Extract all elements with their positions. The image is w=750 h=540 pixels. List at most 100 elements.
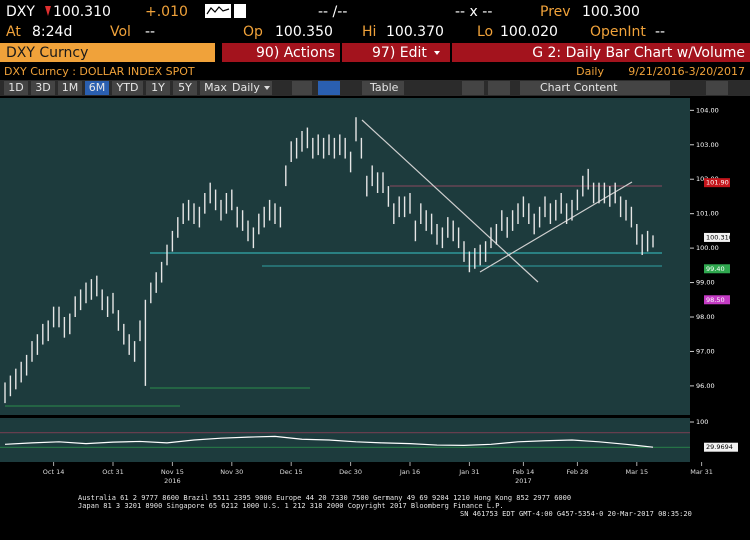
y-tick-label: 104.00 (696, 106, 719, 114)
bid-ask: -- /-- (318, 4, 347, 20)
tool-icon[interactable] (318, 81, 340, 95)
range-label: Max (204, 81, 227, 94)
low: 100.020 (500, 24, 558, 40)
year-label: 2016 (164, 477, 181, 485)
x-tick-label: Mar 31 (690, 468, 713, 476)
sparkline-icon[interactable] (205, 4, 231, 18)
price-label: 101.90 (706, 179, 729, 187)
range-label: 3D (35, 81, 50, 94)
right-axis (690, 98, 750, 415)
actions-button[interactable] (222, 43, 340, 62)
price-label: 100.310 (706, 233, 733, 241)
change: +.010 (145, 4, 188, 20)
view-bar (452, 43, 750, 62)
range-button[interactable] (146, 81, 170, 95)
scroll-left[interactable] (462, 81, 484, 95)
range-label: 5Y (178, 81, 192, 94)
x-tick-label: Jan 16 (399, 468, 420, 476)
at-label: At (6, 24, 21, 40)
range-button[interactable] (200, 81, 231, 95)
y-tick-label: 98.00 (696, 313, 715, 321)
chart-content-button[interactable] (520, 81, 670, 95)
range-button[interactable] (4, 81, 28, 95)
range-label: 1Y (151, 81, 165, 94)
last-price: 100.310 (53, 4, 111, 20)
prev: 100.300 (582, 4, 640, 20)
actions: 90) Actions (256, 45, 335, 61)
ticker: DXY (6, 4, 35, 20)
tool-icon[interactable] (292, 81, 312, 95)
high: 100.370 (386, 24, 444, 40)
x-tick-label: Mar 15 (625, 468, 648, 476)
oscillator-panel (0, 418, 690, 462)
open: 100.350 (275, 24, 333, 40)
high-label: Hi (362, 24, 376, 40)
date-range: 9/21/2016-3/20/2017 (628, 65, 745, 78)
x-tick-label: Jan 31 (458, 468, 479, 476)
osc-tick-label: 100 (696, 418, 708, 426)
table: Table (369, 81, 399, 94)
x-tick-label: Oct 31 (102, 468, 124, 476)
trend-line (479, 181, 633, 273)
settings-button[interactable] (706, 81, 728, 95)
footer-line: SN 461753 EDT GMT-4:00 G457-5354-0 20-Ma… (460, 510, 692, 518)
dropdown-arrow (264, 86, 270, 90)
oscillator-axis (690, 418, 750, 462)
price-label-box (704, 178, 730, 188)
y-tick-label: 100.00 (696, 244, 719, 252)
oi: -- (655, 24, 665, 40)
sparkline (206, 6, 230, 15)
price-label-box (704, 232, 730, 242)
size: -- x -- (455, 4, 492, 20)
range-button[interactable] (173, 81, 197, 95)
frequency: Daily (232, 81, 260, 94)
osc-value-box (704, 442, 738, 452)
y-tick-label: 96.00 (696, 382, 715, 390)
x-tick-label: Nov 30 (220, 468, 243, 476)
x-tick-label: Feb 14 (512, 468, 534, 476)
price-label: 99.40 (706, 265, 725, 273)
range-label: 1M (62, 81, 79, 94)
year-label: 2017 (515, 477, 532, 485)
vol-label: Vol (110, 24, 131, 40)
security: DXY Curncy (6, 45, 88, 61)
edit: 97) Edit (372, 45, 427, 61)
footer: Australia 61 2 9777 8600 Brazil 5511 239… (78, 494, 692, 518)
range-label: YTD (116, 81, 139, 94)
range-label: 1D (8, 81, 23, 94)
chart-icon[interactable] (234, 4, 246, 18)
y-tick-label: 99.00 (696, 279, 715, 287)
open-label: Op (243, 24, 263, 40)
y-tick-label: 103.00 (696, 141, 719, 149)
price-label-box (704, 264, 730, 274)
osc-value-label: 29.9694 (706, 443, 733, 451)
security-box[interactable] (0, 43, 215, 62)
time: 8:24d (32, 24, 72, 40)
frequency-button[interactable] (228, 81, 272, 95)
range-button[interactable] (112, 81, 143, 95)
y-tick-label: 97.00 (696, 347, 715, 355)
x-tick-label: Feb 28 (566, 468, 588, 476)
x-tick-label: Nov 15 (161, 468, 184, 476)
scroll-right[interactable] (488, 81, 510, 95)
range-label: 6M (89, 81, 106, 94)
prev-label: Prev (540, 4, 571, 20)
oscillator-line (4, 435, 654, 448)
footer-line: Japan 81 3 3201 8900 Singapore 65 6212 1… (78, 502, 504, 510)
y-tick-label: 101.00 (696, 210, 719, 218)
period-label: Daily (576, 65, 604, 78)
range-button[interactable] (58, 81, 82, 95)
table-button[interactable] (362, 81, 404, 95)
range-button[interactable] (31, 81, 55, 95)
security-name: DXY Curncy : DOLLAR INDEX SPOT (4, 65, 195, 78)
chart-content: Chart Content (540, 81, 618, 94)
range-button[interactable] (85, 81, 109, 95)
oi-label: OpenInt (590, 24, 646, 40)
x-tick-label: Dec 15 (280, 468, 303, 476)
price-label: 98.50 (706, 296, 725, 304)
view-title: G 2: Daily Bar Chart w/Volume (532, 45, 745, 61)
edit-button[interactable] (342, 43, 450, 62)
vol: -- (145, 24, 155, 40)
